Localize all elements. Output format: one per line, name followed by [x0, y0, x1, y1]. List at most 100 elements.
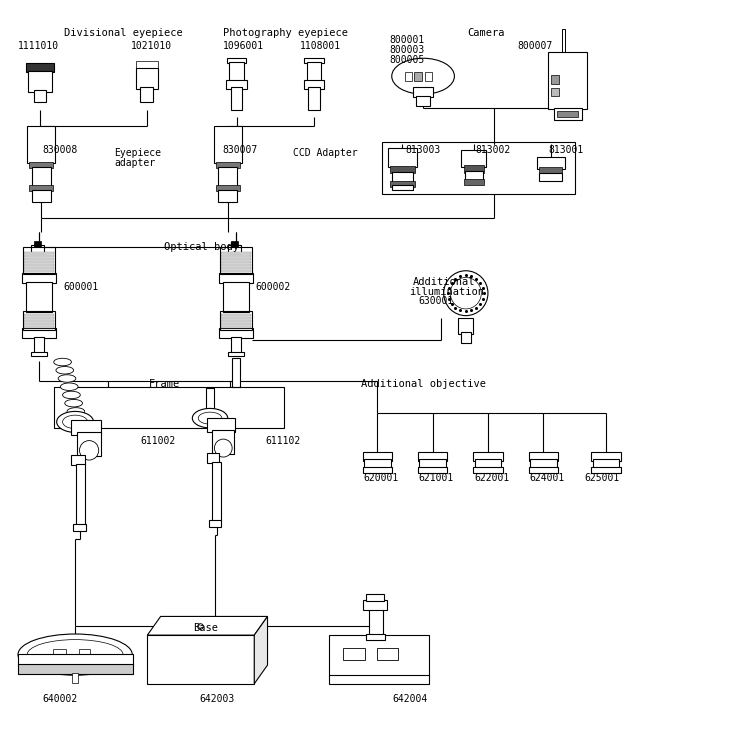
Text: 622001: 622001 — [474, 473, 509, 483]
Text: 630001: 630001 — [418, 296, 453, 306]
Text: Photography eyepiece: Photography eyepiece — [223, 28, 348, 38]
Bar — [366, 634, 386, 641]
Bar — [369, 609, 383, 635]
Text: 800005: 800005 — [389, 55, 425, 65]
Bar — [591, 467, 621, 473]
Bar — [221, 326, 251, 328]
Bar — [218, 190, 238, 202]
Bar — [405, 72, 412, 80]
Bar — [227, 59, 246, 64]
Bar — [219, 273, 253, 282]
Bar — [343, 648, 365, 660]
Ellipse shape — [72, 424, 89, 432]
Bar — [221, 267, 251, 270]
Bar — [24, 267, 54, 270]
Ellipse shape — [65, 400, 82, 407]
Bar — [221, 264, 251, 267]
Bar — [221, 252, 251, 255]
Bar — [363, 600, 387, 611]
Bar — [212, 430, 235, 454]
Bar — [55, 387, 284, 428]
Bar — [539, 173, 562, 181]
Text: 624001: 624001 — [529, 473, 565, 483]
Ellipse shape — [63, 391, 80, 399]
Ellipse shape — [58, 375, 75, 382]
Text: Optical body: Optical body — [164, 242, 238, 252]
Ellipse shape — [54, 358, 72, 366]
Ellipse shape — [198, 412, 222, 424]
Bar — [414, 86, 433, 97]
Bar — [22, 273, 56, 282]
Bar — [216, 161, 240, 168]
Text: Base: Base — [193, 623, 218, 632]
Bar — [221, 270, 251, 273]
Bar — [24, 270, 54, 273]
Bar — [329, 635, 429, 677]
Bar — [530, 460, 556, 469]
Bar — [377, 648, 398, 660]
Bar — [473, 452, 502, 461]
Bar — [221, 320, 251, 322]
Text: 600001: 600001 — [64, 282, 98, 292]
Text: 800007: 800007 — [517, 41, 553, 51]
Bar — [214, 125, 242, 163]
Bar — [221, 323, 251, 325]
Bar — [24, 314, 54, 316]
Bar — [207, 453, 219, 463]
Text: Additional objective: Additional objective — [361, 379, 486, 390]
Bar — [218, 167, 238, 187]
Ellipse shape — [391, 59, 454, 94]
Bar — [24, 317, 54, 319]
Bar — [34, 241, 41, 247]
Ellipse shape — [67, 408, 84, 415]
Bar — [418, 452, 448, 461]
Bar — [364, 460, 391, 469]
Bar — [221, 314, 251, 316]
Bar — [382, 142, 575, 195]
Bar — [18, 654, 132, 666]
Bar — [135, 62, 158, 69]
Text: 1108001: 1108001 — [300, 41, 341, 51]
Bar — [73, 523, 86, 531]
Text: adapter: adapter — [114, 158, 155, 168]
Ellipse shape — [79, 441, 98, 460]
Ellipse shape — [18, 634, 132, 675]
Text: 611102: 611102 — [266, 436, 300, 446]
Bar — [232, 358, 240, 387]
Bar — [303, 80, 324, 89]
Text: 625001: 625001 — [585, 473, 620, 483]
Bar — [30, 161, 53, 168]
Bar — [591, 452, 621, 461]
Bar — [26, 64, 54, 72]
Bar — [363, 452, 392, 461]
Bar — [366, 594, 384, 602]
Ellipse shape — [63, 415, 87, 429]
Bar — [75, 464, 84, 525]
Text: 642004: 642004 — [392, 695, 428, 704]
Bar — [306, 62, 321, 81]
Bar — [207, 418, 235, 432]
Bar — [31, 351, 47, 356]
Text: 621001: 621001 — [419, 473, 454, 483]
Ellipse shape — [444, 271, 488, 315]
Bar — [363, 467, 392, 473]
Bar — [22, 328, 56, 338]
Bar — [31, 246, 44, 253]
Bar — [24, 323, 54, 325]
Text: 830008: 830008 — [42, 144, 77, 155]
Bar — [392, 172, 413, 182]
Ellipse shape — [215, 439, 232, 457]
Bar — [24, 320, 54, 322]
Ellipse shape — [56, 366, 74, 374]
Bar — [72, 421, 101, 436]
Bar — [593, 460, 619, 469]
Ellipse shape — [27, 640, 123, 670]
Bar — [220, 247, 252, 274]
Bar — [34, 90, 46, 102]
Bar — [539, 167, 562, 175]
Bar — [551, 74, 559, 83]
Bar — [24, 326, 54, 328]
Bar — [24, 261, 54, 264]
Bar — [24, 252, 54, 255]
Text: Eyepiece: Eyepiece — [114, 148, 161, 158]
